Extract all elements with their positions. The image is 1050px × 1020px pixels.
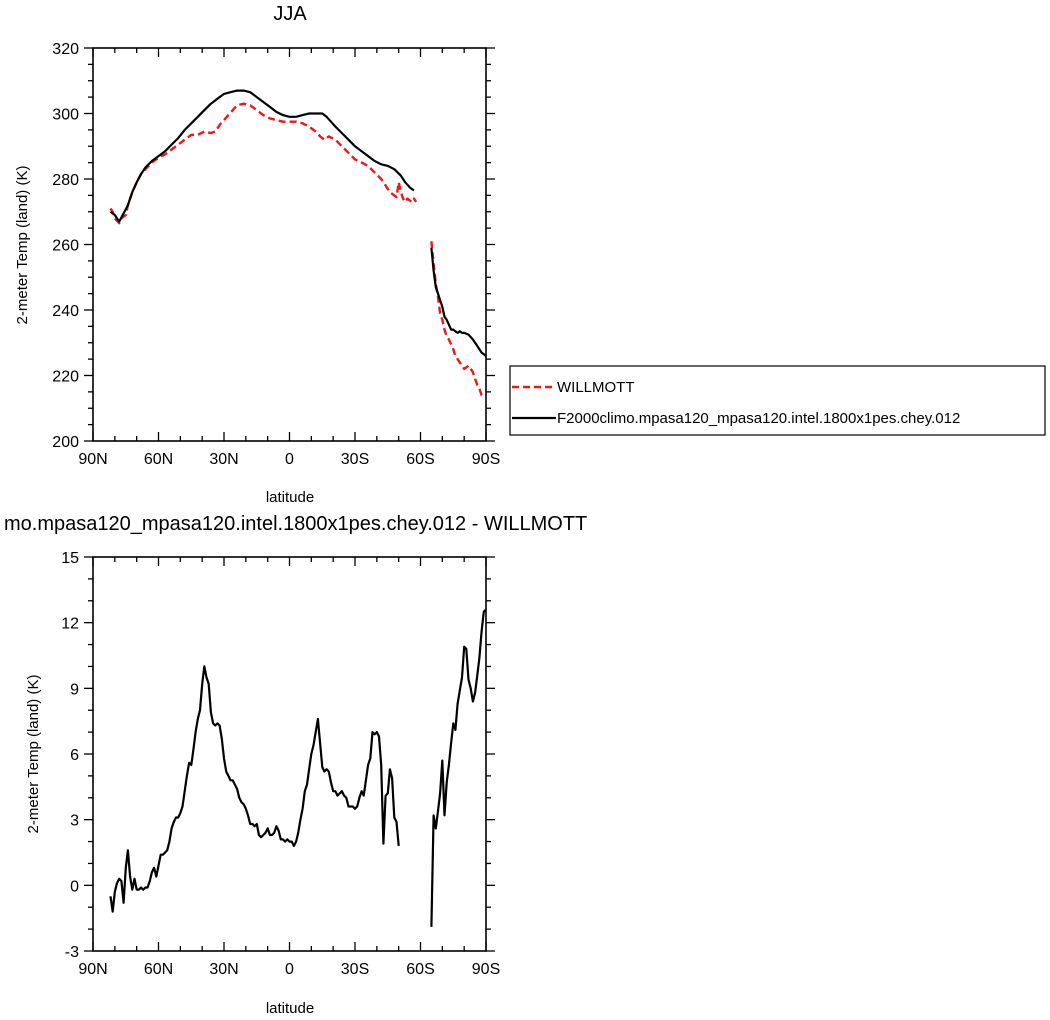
bottom-ytick-label: 12: [61, 616, 79, 633]
bottom-xtick-label: 0: [285, 961, 294, 978]
top-series-0-line: [430, 241, 485, 398]
top-series-0-line: [109, 102, 418, 225]
bottom-ytick-label: 0: [70, 878, 79, 895]
top-ytick-label: 240: [52, 303, 79, 320]
bottom-xtick-label: 60S: [406, 961, 434, 978]
top-yaxis-label: 2-meter Temp (land) (K): [14, 166, 31, 325]
top-series-1-line: [109, 89, 415, 223]
bottom-xtick-label: 30N: [209, 961, 238, 978]
top-chart: JJA 90N 60N 30N 0 30S 60S 90S 200 220 240 260 280 30…: [14, 3, 500, 506]
bottom-ytick-label: 15: [61, 550, 79, 567]
top-plot-frame: [92, 47, 487, 442]
top-ytick-label: 300: [52, 107, 79, 124]
bottom-yaxis-label: 2-meter Temp (land) (K): [25, 675, 42, 834]
top-xtick-label: 30N: [209, 451, 238, 468]
bottom-plot-frame: [92, 556, 487, 952]
top-xtick-label: 60S: [406, 451, 434, 468]
legend-box: [509, 365, 1046, 436]
legend-label-model: F2000climo.mpasa120_mpasa120.intel.1800x…: [557, 410, 960, 427]
top-xtick-label: 90N: [78, 451, 107, 468]
top-xtick-label: 90S: [472, 451, 500, 468]
top-xtick-label: 30S: [341, 451, 369, 468]
top-ytick-label: 320: [52, 41, 79, 58]
top-ytick-label: 200: [52, 434, 79, 451]
top-ytick-label: 280: [52, 172, 79, 189]
bottom-ytick-label: 9: [70, 681, 79, 698]
bottom-xaxis-label: latitude: [266, 1000, 314, 1017]
bottom-series-0-line: [109, 665, 400, 913]
bottom-xtick-label: 60N: [144, 961, 173, 978]
bottom-chart-title: mo.mpasa120_mpasa120.intel.1800x1pes.che…: [4, 513, 587, 535]
bottom-chart: mo.mpasa120_mpasa120.intel.1800x1pes.che…: [4, 513, 587, 1017]
top-ytick-label: 260: [52, 238, 79, 255]
bottom-xtick-label: 90N: [78, 961, 107, 978]
bottom-ytick-label: 3: [70, 813, 79, 830]
legend-label-willmott: WILLMOTT: [557, 379, 635, 396]
top-xaxis-label: latitude: [266, 489, 314, 506]
bottom-xtick-label: 90S: [472, 961, 500, 978]
top-xtick-label: 60N: [144, 451, 173, 468]
bottom-xtick-label: 30S: [341, 961, 369, 978]
top-series-1-line: [430, 247, 487, 357]
bottom-ytick-label: 6: [70, 747, 79, 764]
legend: WILLMOTT F2000climo.mpasa120_mpasa120.in…: [509, 365, 1046, 436]
top-chart-title: JJA: [273, 3, 307, 25]
bottom-series-0-line: [430, 608, 487, 927]
top-xtick-label: 0: [285, 451, 294, 468]
bottom-ytick-label: -3: [65, 944, 79, 961]
top-ytick-label: 220: [52, 369, 79, 386]
